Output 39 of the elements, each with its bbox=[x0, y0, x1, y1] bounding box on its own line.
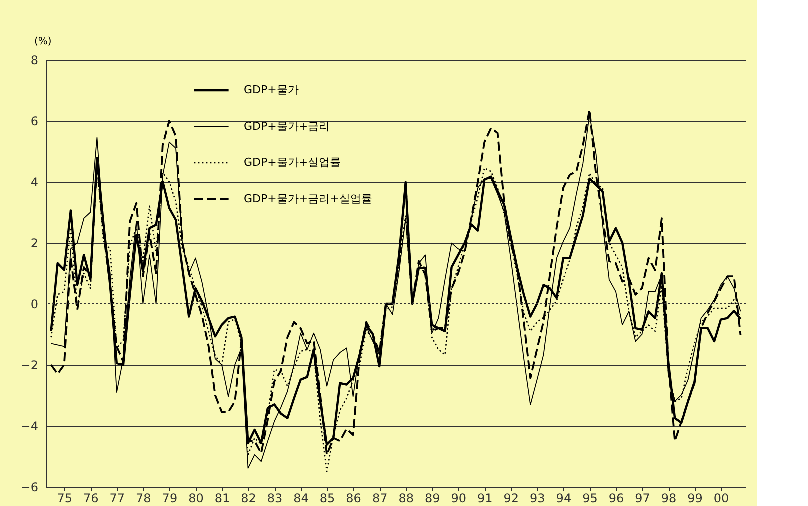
x-tick-label: 94 bbox=[556, 492, 572, 506]
x-tick-label: 83 bbox=[267, 492, 283, 506]
x-tick-label: 87 bbox=[372, 492, 388, 506]
x-tick-label: 89 bbox=[424, 492, 440, 506]
x-tick-label: 77 bbox=[110, 492, 126, 506]
x-tick-label: 80 bbox=[188, 492, 204, 506]
legend-label: GDP+물가+실업률 bbox=[244, 156, 342, 169]
x-tick-label: 75 bbox=[57, 492, 73, 506]
x-tick-label: 88 bbox=[398, 492, 414, 506]
x-tick-label: 91 bbox=[478, 492, 493, 506]
legend-label: GDP+물가 bbox=[244, 84, 299, 96]
y-tick-label: 0 bbox=[30, 298, 38, 312]
legend-label: GDP+물가+금리 bbox=[244, 120, 330, 133]
x-tick-label: 92 bbox=[504, 492, 520, 506]
x-tick-label: 76 bbox=[84, 492, 99, 506]
x-tick-label: 99 bbox=[688, 492, 703, 506]
y-tick-label: −4 bbox=[20, 420, 38, 434]
x-tick-label: 97 bbox=[635, 492, 650, 506]
y-tick-label: 2 bbox=[30, 236, 38, 250]
x-tick-label: 78 bbox=[136, 492, 152, 506]
x-tick-label: 81 bbox=[214, 492, 230, 506]
x-tick-label: 95 bbox=[582, 492, 598, 506]
x-tick-label: 84 bbox=[294, 492, 309, 506]
y-tick-label: −2 bbox=[20, 358, 38, 372]
x-tick-label: 98 bbox=[661, 492, 677, 506]
legend-label: GDP+물가+금리+실업률 bbox=[244, 192, 372, 206]
y-tick-label: −6 bbox=[20, 480, 38, 494]
x-tick-label: 93 bbox=[530, 492, 546, 506]
x-tick-label: 96 bbox=[608, 492, 624, 506]
y-tick-label: 8 bbox=[30, 54, 38, 68]
x-tick-label: 00 bbox=[714, 492, 730, 506]
x-tick-label: 79 bbox=[162, 492, 178, 506]
x-tick-label: 82 bbox=[241, 492, 256, 506]
y-axis-title: (%) bbox=[34, 36, 52, 48]
y-tick-label: 6 bbox=[30, 114, 38, 128]
x-tick-label: 85 bbox=[320, 492, 336, 506]
y-tick-label: 4 bbox=[30, 176, 38, 190]
x-tick-label: 90 bbox=[451, 492, 467, 506]
x-tick-label: 86 bbox=[346, 492, 362, 506]
